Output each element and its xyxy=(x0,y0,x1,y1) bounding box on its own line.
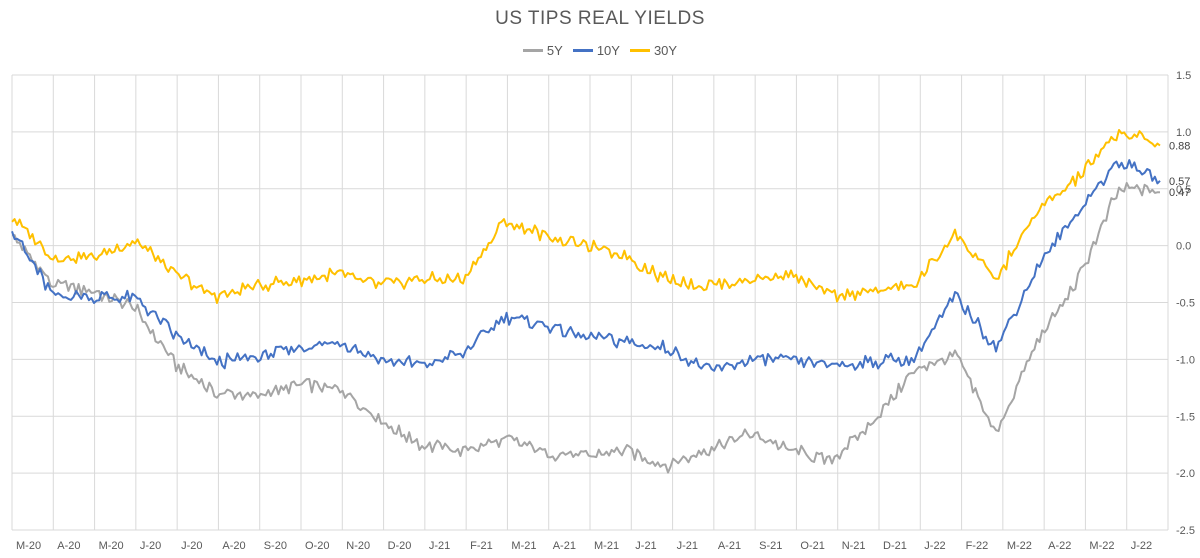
series-line-5y xyxy=(12,182,1161,474)
x-tick-label: S-20 xyxy=(264,540,287,552)
x-tick-label: M-20 xyxy=(16,540,41,552)
series-line-10y xyxy=(11,159,1161,372)
legend-label-10y: 10Y xyxy=(596,43,620,58)
x-tick-label: J-22 xyxy=(924,540,945,552)
legend-swatch-10y xyxy=(572,49,593,52)
y-tick-label: -1.0 xyxy=(1176,354,1195,366)
x-tick-label: J-21 xyxy=(635,540,656,552)
x-tick-label: J-21 xyxy=(429,540,450,552)
y-tick-label: 1.0 xyxy=(1176,127,1191,139)
x-tick-label: M-21 xyxy=(511,540,536,552)
x-tick-label: S-21 xyxy=(759,540,782,552)
x-tick-label: D-21 xyxy=(883,540,907,552)
legend-label-5y: 5Y xyxy=(546,43,563,58)
end-value-label-5y: 0.47 xyxy=(1169,187,1190,199)
x-tick-label: F-22 xyxy=(966,540,989,552)
legend-item-30y: 30Y xyxy=(629,43,678,58)
x-tick-label: J-20 xyxy=(181,540,202,552)
chart-title: US TIPS REAL YIELDS xyxy=(495,8,705,29)
label-layer: M-20 A-20 M-20 J-20 J-20 A-20 S-20 O-20 N-20 D-20… xyxy=(16,70,1195,552)
legend-swatch-30y xyxy=(629,49,650,52)
series-line-30y xyxy=(11,129,1161,304)
x-tick-label: O-21 xyxy=(800,540,824,552)
y-tick-label: -1.5 xyxy=(1176,411,1195,423)
legend: 5Y 10Y 30Y xyxy=(0,43,1200,58)
series-layer xyxy=(11,129,1161,474)
x-tick-label: J-21 xyxy=(677,540,698,552)
x-tick-label: A-20 xyxy=(57,540,80,552)
x-tick-label: N-21 xyxy=(842,540,866,552)
y-tick-label: 1.5 xyxy=(1176,70,1191,82)
x-tick-label: F-21 xyxy=(470,540,493,552)
x-tick-label: M-22 xyxy=(1089,540,1114,552)
x-tick-label: A-21 xyxy=(553,540,576,552)
x-tick-label: O-20 xyxy=(305,540,329,552)
end-value-label-30y: 0.88 xyxy=(1169,141,1190,153)
end-value-label-10y: 0.57 xyxy=(1169,176,1190,188)
y-tick-label: -2.5 xyxy=(1176,525,1195,537)
legend-item-5y: 5Y xyxy=(522,43,563,58)
x-tick-label: J-20 xyxy=(140,540,161,552)
x-tick-label: N-20 xyxy=(346,540,370,552)
x-tick-label: D-20 xyxy=(388,540,412,552)
legend-item-10y: 10Y xyxy=(572,43,620,58)
legend-label-30y: 30Y xyxy=(653,43,678,58)
x-tick-label: A-21 xyxy=(718,540,741,552)
x-tick-label: M-22 xyxy=(1007,540,1032,552)
y-tick-label: 0.0 xyxy=(1176,241,1191,253)
x-tick-label: M-20 xyxy=(99,540,124,552)
y-tick-label: -0.5 xyxy=(1176,298,1195,310)
y-tick-label: -2.0 xyxy=(1176,468,1195,480)
legend-swatch-5y xyxy=(522,49,543,52)
x-tick-label: M-21 xyxy=(594,540,619,552)
x-tick-label: A-22 xyxy=(1048,540,1071,552)
y-tick-label: 0.5 xyxy=(1176,184,1191,196)
x-tick-label: J-22 xyxy=(1131,540,1152,552)
x-tick-label: A-20 xyxy=(222,540,245,552)
grid-layer xyxy=(11,74,1169,531)
